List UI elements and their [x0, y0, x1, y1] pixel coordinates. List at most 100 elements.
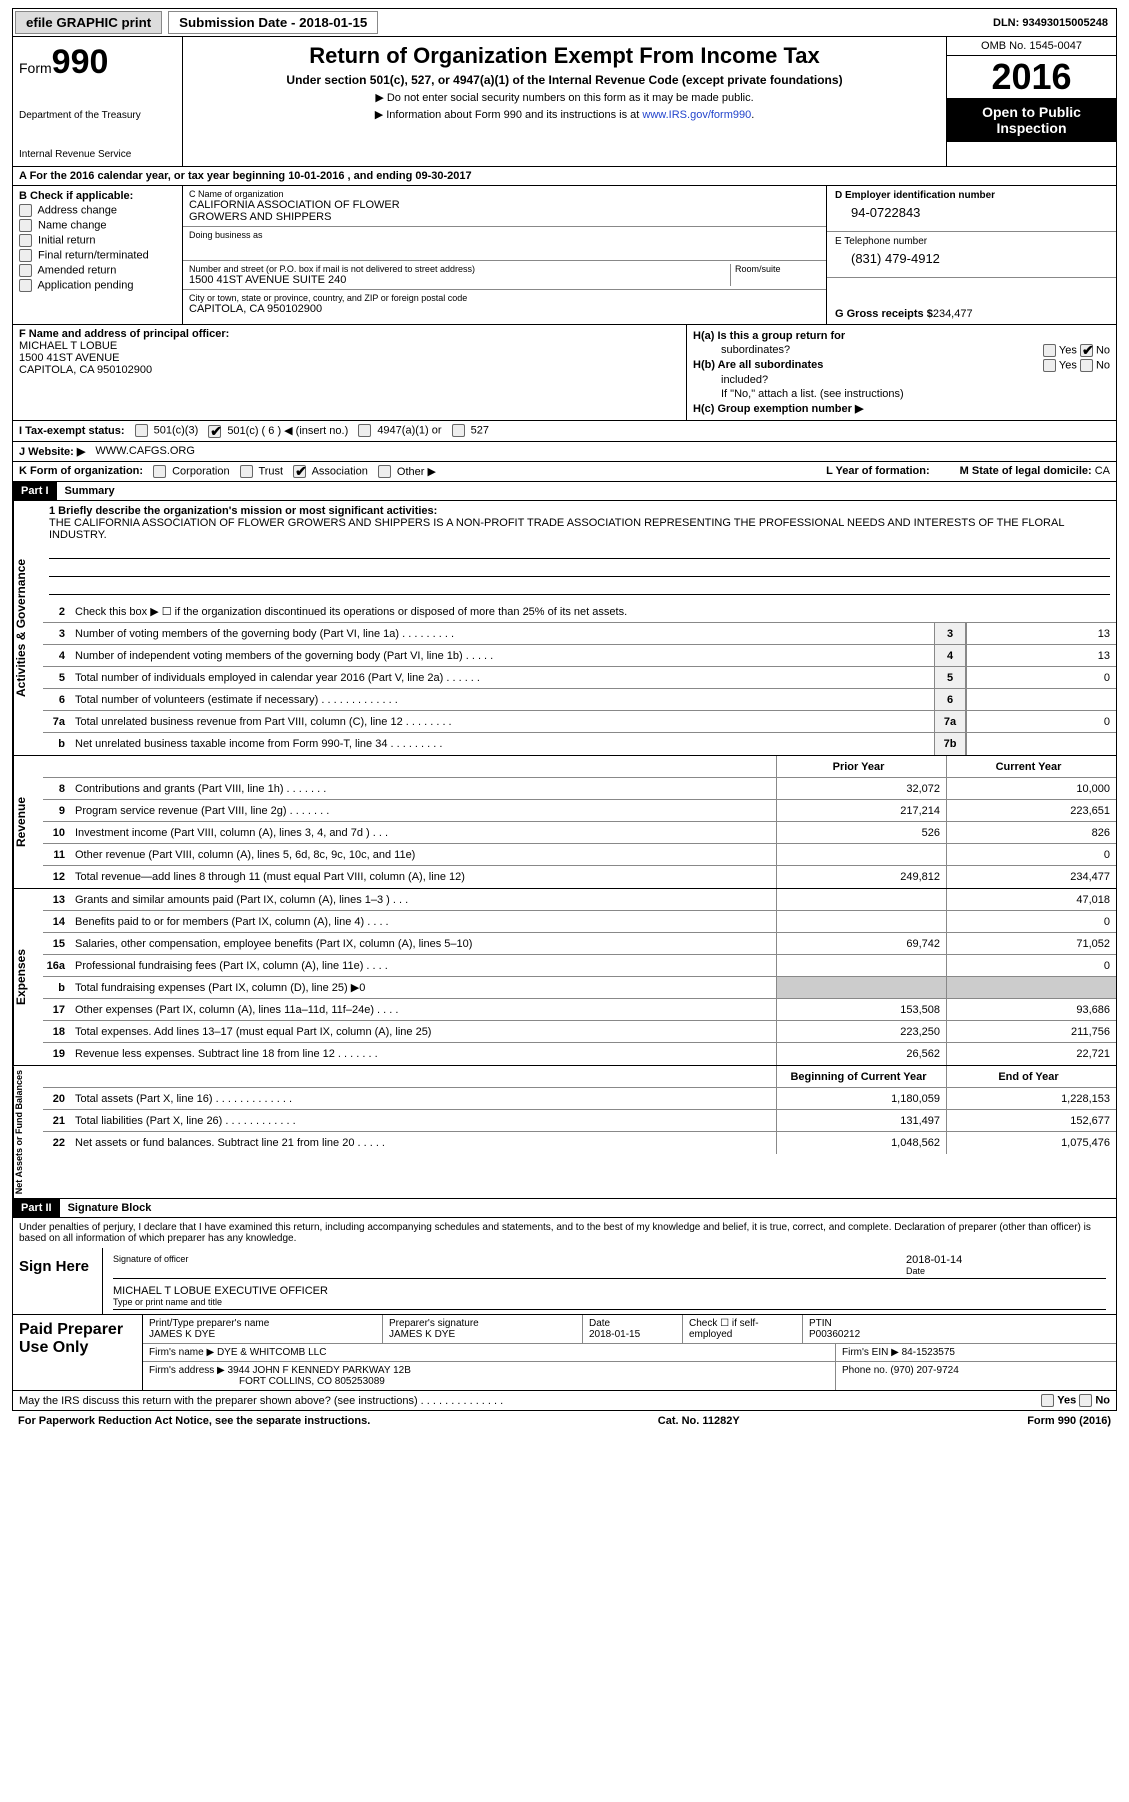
- gross-label: G Gross receipts $: [835, 308, 933, 320]
- firm-name-label: Firm's name ▶: [149, 1347, 217, 1358]
- part1-revenue: Revenue Prior Year Current Year 8Contrib…: [12, 756, 1117, 889]
- checkbox[interactable]: [19, 204, 32, 217]
- no-label-2: No: [1096, 359, 1110, 371]
- brief-text: THE CALIFORNIA ASSOCIATION OF FLOWER GRO…: [49, 517, 1110, 541]
- k-label: K Form of organization:: [19, 465, 143, 477]
- hb-line3: If "No," attach a list. (see instruction…: [693, 388, 1110, 400]
- part1-governance: Activities & Governance 1 Briefly descri…: [12, 501, 1117, 756]
- assoc-label: Association: [312, 465, 368, 477]
- officer-name: MICHAEL T LOBUE: [19, 340, 680, 352]
- prep-date-label: Date: [589, 1318, 676, 1329]
- prep-date: 2018-01-15: [589, 1329, 676, 1340]
- check-applicable-item: Initial return: [19, 234, 176, 247]
- part2-title: Signature Block: [68, 1202, 152, 1214]
- prep-name: JAMES K DYE: [149, 1329, 376, 1340]
- efile-print-button[interactable]: efile GRAPHIC print: [15, 11, 162, 34]
- trust-checkbox[interactable]: [240, 465, 253, 478]
- line2-text: Check this box ▶ ☐ if the organization d…: [71, 603, 1116, 620]
- checkbox[interactable]: [19, 219, 32, 232]
- ptin-value: P00360212: [809, 1329, 1110, 1340]
- other-label: Other ▶: [397, 466, 436, 478]
- current-year-header: Current Year: [946, 756, 1116, 777]
- street-address: 1500 41ST AVENUE SUITE 240: [189, 274, 730, 286]
- prep-sig-label: Preparer's signature: [389, 1318, 576, 1329]
- block-f-h: F Name and address of principal officer:…: [12, 325, 1117, 421]
- table-row: 9Program service revenue (Part VIII, lin…: [43, 800, 1116, 822]
- 501c3-label: 501(c)(3): [154, 425, 199, 437]
- signature-block: Under penalties of perjury, I declare th…: [12, 1218, 1117, 1391]
- ha-no-checkbox[interactable]: [1080, 344, 1093, 357]
- website-label: J Website: ▶: [19, 445, 85, 458]
- part1-netassets: Net Assets or Fund Balances Beginning of…: [12, 1066, 1117, 1199]
- dept-irs: Internal Revenue Service: [19, 149, 176, 160]
- section-b: B Check if applicable: Address change Na…: [13, 186, 183, 324]
- ptin-label: PTIN: [809, 1318, 1110, 1329]
- hb-no-checkbox[interactable]: [1080, 359, 1093, 372]
- dba-label: Doing business as: [189, 230, 820, 240]
- tax-exempt-label: I Tax-exempt status:: [19, 425, 125, 437]
- table-row: 5Total number of individuals employed in…: [43, 667, 1116, 689]
- part1-header-row: Part I Summary: [12, 482, 1117, 501]
- irs-link[interactable]: www.IRS.gov/form990: [642, 109, 751, 121]
- 4947-checkbox[interactable]: [358, 424, 371, 437]
- part2-badge: Part II: [13, 1199, 60, 1217]
- table-row: 20Total assets (Part X, line 16) . . . .…: [43, 1088, 1116, 1110]
- brief-label: 1 Briefly describe the organization's mi…: [49, 505, 437, 517]
- open-to-public: Open to PublicInspection: [947, 98, 1116, 142]
- hb-yes-checkbox[interactable]: [1043, 359, 1056, 372]
- check-applicable-item: Name change: [19, 219, 176, 232]
- side-expenses: Expenses: [13, 889, 43, 1065]
- phone-value: (970) 207-9724: [890, 1365, 958, 1376]
- checkbox[interactable]: [19, 234, 32, 247]
- 501c3-checkbox[interactable]: [135, 424, 148, 437]
- checkbox[interactable]: [19, 279, 32, 292]
- end-year-header: End of Year: [946, 1066, 1116, 1087]
- table-row: 4Number of independent voting members of…: [43, 645, 1116, 667]
- section-h: H(a) Is this a group return for subordin…: [686, 325, 1116, 420]
- addr-label: Number and street (or P.O. box if mail i…: [189, 264, 730, 274]
- discuss-yes-checkbox[interactable]: [1041, 1394, 1054, 1407]
- discuss-no-checkbox[interactable]: [1079, 1394, 1092, 1407]
- begin-year-header: Beginning of Current Year: [776, 1066, 946, 1087]
- table-row: 13Grants and similar amounts paid (Part …: [43, 889, 1116, 911]
- officer-addr1: 1500 41ST AVENUE: [19, 352, 680, 364]
- other-checkbox[interactable]: [378, 465, 391, 478]
- table-row: bNet unrelated business taxable income f…: [43, 733, 1116, 755]
- ha-yes-checkbox[interactable]: [1043, 344, 1056, 357]
- table-row: 10Investment income (Part VIII, column (…: [43, 822, 1116, 844]
- ha-line1: H(a) Is this a group return for: [693, 330, 845, 342]
- sig-date-value: 2018-01-14: [906, 1254, 1106, 1266]
- org-name-2: GROWERS AND SHIPPERS: [189, 211, 820, 223]
- firm-name: DYE & WHITCOMB LLC: [217, 1347, 326, 1358]
- officer-printed-name: MICHAEL T LOBUE EXECUTIVE OFFICER: [113, 1285, 328, 1297]
- no-label: No: [1096, 344, 1110, 356]
- room-label: Room/suite: [735, 264, 820, 274]
- omb-number: OMB No. 1545-0047: [947, 37, 1116, 56]
- corp-checkbox[interactable]: [153, 465, 166, 478]
- 527-checkbox[interactable]: [452, 424, 465, 437]
- city-state-zip: CAPITOLA, CA 950102900: [189, 303, 820, 315]
- submission-date-button[interactable]: Submission Date - 2018-01-15: [168, 11, 378, 34]
- yes-label-2: Yes: [1059, 359, 1077, 371]
- 4947-label: 4947(a)(1) or: [377, 425, 441, 437]
- gross-value: 234,477: [933, 308, 973, 320]
- 501c-checkbox[interactable]: [208, 425, 221, 438]
- 527-label: 527: [471, 425, 489, 437]
- part1-title: Summary: [65, 485, 115, 497]
- type-print-label: Type or print name and title: [113, 1297, 328, 1307]
- city-label: City or town, state or province, country…: [189, 293, 820, 303]
- sig-officer-label: Signature of officer: [113, 1254, 906, 1264]
- blank-line: [49, 561, 1110, 577]
- checkbox[interactable]: [19, 264, 32, 277]
- assoc-checkbox[interactable]: [293, 465, 306, 478]
- checkbox[interactable]: [19, 249, 32, 262]
- table-row: 14Benefits paid to or for members (Part …: [43, 911, 1116, 933]
- row-a-tax-year: A For the 2016 calendar year, or tax yea…: [12, 167, 1117, 186]
- form-ref: Form 990 (2016): [1027, 1415, 1111, 1427]
- table-row: 19Revenue less expenses. Subtract line 1…: [43, 1043, 1116, 1065]
- form-word: Form: [19, 60, 52, 76]
- check-applicable-item: Address change: [19, 204, 176, 217]
- phone-label: Phone no.: [842, 1365, 890, 1376]
- table-row: 15Salaries, other compensation, employee…: [43, 933, 1116, 955]
- check-applicable-item: Amended return: [19, 264, 176, 277]
